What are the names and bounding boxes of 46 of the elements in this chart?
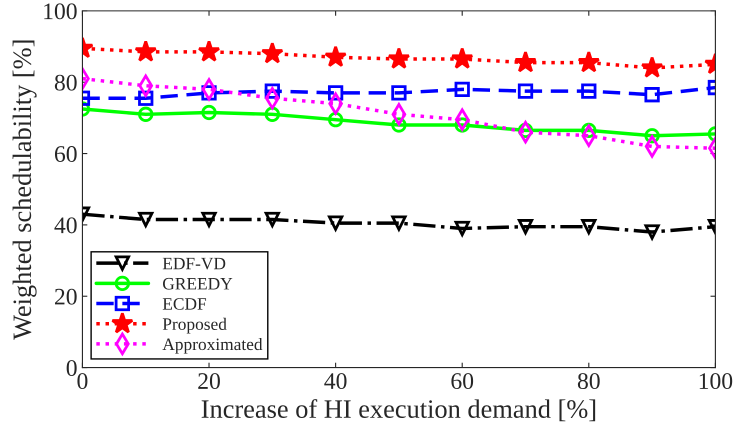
x-axis-title: Increase of HI execution demand [%] [202, 399, 596, 422]
legend-label: Proposed [162, 318, 227, 334]
y-tick-label: 60 [54, 146, 77, 162]
point [581, 219, 596, 234]
point [644, 224, 660, 240]
point [454, 82, 470, 97]
point [261, 42, 284, 64]
y-tick-label: 100 [44, 3, 77, 20]
legend-label: ECDF [162, 298, 206, 310]
point [640, 56, 664, 78]
point [134, 40, 158, 62]
point [581, 83, 596, 99]
legend-label: GREEDY [163, 278, 232, 290]
y-tick-label: 80 [54, 74, 77, 91]
x-tick-label: 40 [324, 373, 347, 390]
y-tick-label: 20 [54, 288, 77, 305]
x-tick-label: 60 [451, 373, 474, 390]
point [450, 47, 474, 69]
x-tick-label: 20 [198, 373, 220, 390]
point [138, 212, 154, 228]
point [264, 212, 280, 228]
x-tick-label: 80 [578, 373, 600, 390]
y-tick-label: 40 [54, 217, 77, 234]
point [324, 45, 347, 68]
point [391, 215, 407, 231]
point [201, 104, 217, 120]
point [198, 40, 220, 62]
point [138, 106, 154, 122]
point [201, 212, 217, 228]
point [644, 87, 660, 102]
point [328, 112, 344, 128]
y-axis-title: Weighted schedulability [%] [12, 40, 37, 340]
point [391, 85, 407, 101]
point [328, 215, 344, 231]
point [518, 83, 534, 99]
point [264, 106, 280, 122]
point [388, 47, 410, 69]
point [454, 220, 470, 236]
point [514, 50, 537, 72]
point [578, 50, 600, 72]
x-tick-label: 100 [700, 373, 732, 390]
point [518, 219, 534, 234]
legend-label: Approximated [162, 338, 262, 354]
x-tick-label: 0 [77, 373, 88, 390]
legend-label: EDF-VD [162, 258, 226, 270]
y-tick-label: 0 [66, 360, 77, 376]
